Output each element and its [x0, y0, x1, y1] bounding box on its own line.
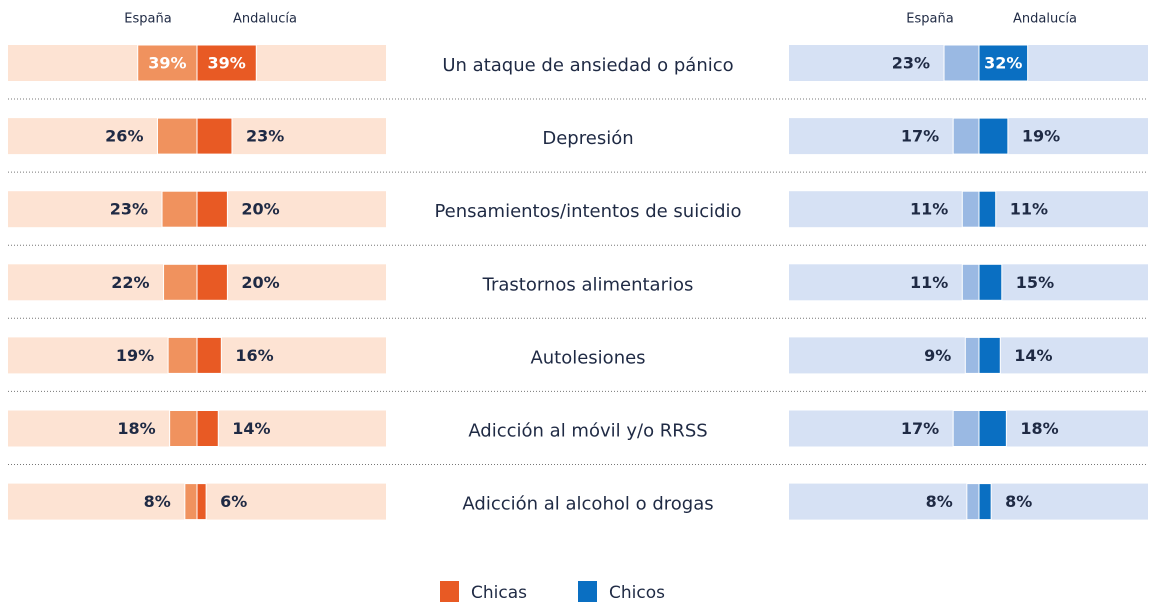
- category-label: Autolesiones: [530, 347, 645, 368]
- category-label: Un ataque de ansiedad o pánico: [442, 55, 733, 76]
- bar: [966, 483, 980, 521]
- value-label: 18%: [117, 419, 155, 438]
- bar: [196, 117, 233, 155]
- category-label: Depresión: [542, 128, 633, 149]
- bar: [964, 336, 980, 374]
- value-label: 20%: [241, 273, 279, 292]
- bar: [978, 483, 992, 521]
- bar: [961, 190, 980, 228]
- bar: [961, 263, 980, 301]
- value-label: 9%: [924, 346, 951, 365]
- category-label: Pensamientos/intentos de suicidio: [434, 201, 741, 222]
- bar: [196, 263, 228, 301]
- value-label: 39%: [207, 54, 245, 73]
- value-label: 15%: [1016, 273, 1054, 292]
- value-label: 19%: [1022, 127, 1060, 146]
- value-label: 26%: [105, 127, 143, 146]
- category-label: Trastornos alimentarios: [482, 274, 694, 295]
- bar: [978, 263, 1003, 301]
- category-label: Adicción al alcohol o drogas: [462, 494, 713, 515]
- value-label: 16%: [235, 346, 273, 365]
- bar: [978, 44, 1029, 82]
- value-label: 17%: [901, 127, 939, 146]
- value-label: 17%: [901, 419, 939, 438]
- value-label: 22%: [111, 273, 149, 292]
- legend-label: Chicas: [471, 583, 527, 602]
- value-label: 23%: [892, 54, 930, 73]
- legend-swatch: [440, 581, 459, 602]
- value-label: 19%: [116, 346, 154, 365]
- value-label: 32%: [984, 54, 1022, 73]
- bar: [161, 190, 198, 228]
- value-label: 8%: [926, 492, 953, 511]
- bar: [196, 190, 228, 228]
- bar: [196, 336, 222, 374]
- bar: [943, 44, 980, 82]
- legend-swatch: [578, 581, 597, 602]
- bar: [952, 410, 980, 447]
- bar: [196, 483, 207, 521]
- category-label: Adicción al móvil y/o RRSS: [468, 421, 707, 442]
- bar: [163, 263, 198, 301]
- value-label: 20%: [241, 200, 279, 219]
- column-header: España: [906, 12, 953, 27]
- bar: [167, 336, 198, 374]
- bar: [978, 336, 1001, 374]
- value-label: 14%: [232, 419, 270, 438]
- value-label: 18%: [1020, 419, 1058, 438]
- column-header: Andalucía: [233, 12, 297, 27]
- column-header: Andalucía: [1013, 12, 1077, 27]
- legend-label: Chicos: [609, 583, 665, 602]
- bar: [978, 410, 1007, 447]
- bar: [156, 117, 198, 155]
- bar: [978, 117, 1009, 155]
- value-label: 11%: [910, 200, 948, 219]
- bar: [978, 190, 997, 228]
- column-header: España: [124, 12, 171, 27]
- value-label: 11%: [910, 273, 948, 292]
- bar: [137, 44, 198, 82]
- value-label: 14%: [1014, 346, 1052, 365]
- bar: [184, 483, 198, 521]
- value-label: 39%: [148, 54, 186, 73]
- value-label: 8%: [1005, 492, 1032, 511]
- bar: [196, 410, 219, 447]
- value-label: 6%: [220, 492, 247, 511]
- bar: [952, 117, 980, 155]
- value-label: 8%: [144, 492, 171, 511]
- value-label: 23%: [246, 127, 284, 146]
- bar: [196, 44, 257, 82]
- bar: [169, 410, 198, 447]
- value-label: 11%: [1010, 200, 1048, 219]
- value-label: 23%: [110, 200, 148, 219]
